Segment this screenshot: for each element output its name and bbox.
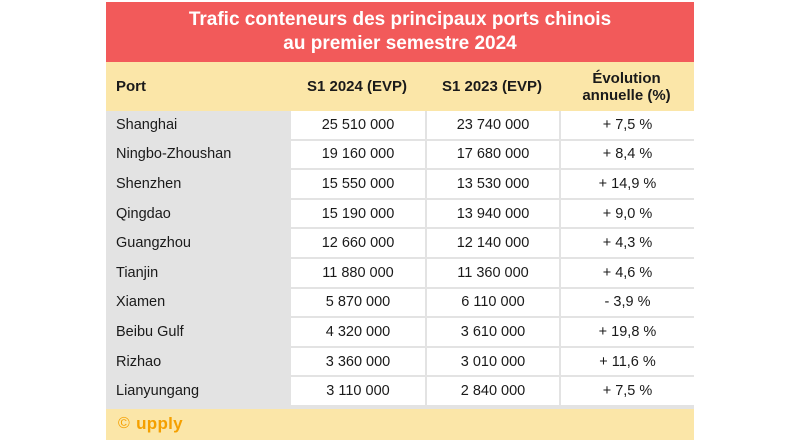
column-header-evolution: Évolution annuelle (%) xyxy=(559,62,694,111)
cell-evolution: + 19,8 % xyxy=(559,318,694,348)
cell-s1-2023: 3 010 000 xyxy=(425,347,559,378)
copyright-icon: © xyxy=(118,415,131,432)
upply-logo: © upply xyxy=(118,414,183,434)
cell-evolution: + 8,4 % xyxy=(559,140,694,171)
table-title: Trafic conteneurs des principaux ports c… xyxy=(106,2,694,62)
cell-evolution: + 4,3 % xyxy=(559,229,694,259)
cell-evolution: + 9,0 % xyxy=(559,199,694,230)
cell-port: Shenzhen xyxy=(106,170,289,200)
table-body: Shanghai 25 510 000 23 740 000 + 7,5 % N… xyxy=(106,111,694,407)
cell-s1-2023: 13 940 000 xyxy=(425,199,559,230)
cell-s1-2023: 6 110 000 xyxy=(425,288,559,319)
table-row: Ningbo-Zhoushan 19 160 000 17 680 000 + … xyxy=(106,140,694,171)
cell-evolution: + 7,5 % xyxy=(559,111,694,141)
table-row: Lianyungang 3 110 000 2 840 000 + 7,5 % xyxy=(106,377,694,407)
cell-s1-2023: 11 360 000 xyxy=(425,258,559,289)
cell-s1-2024: 3 360 000 xyxy=(289,347,425,378)
cell-port: Rizhao xyxy=(106,347,289,378)
table-title-line-2: au premier semestre 2024 xyxy=(283,33,517,54)
cell-evolution: + 11,6 % xyxy=(559,347,694,378)
cell-s1-2023: 23 740 000 xyxy=(425,111,559,141)
cell-s1-2024: 15 550 000 xyxy=(289,170,425,200)
column-header-s1-2023: S1 2023 (EVP) xyxy=(441,78,543,95)
table-footer: © upply xyxy=(106,409,694,440)
cell-s1-2023: 13 530 000 xyxy=(425,170,559,200)
cell-s1-2024: 4 320 000 xyxy=(289,318,425,348)
table-row: Xiamen 5 870 000 6 110 000 - 3,9 % xyxy=(106,288,694,319)
table-title-line-1: Trafic conteneurs des principaux ports c… xyxy=(188,9,612,30)
cell-port: Lianyungang xyxy=(106,377,289,407)
cell-s1-2023: 12 140 000 xyxy=(425,229,559,259)
cell-s1-2024: 25 510 000 xyxy=(289,111,425,141)
table-row: Beibu Gulf 4 320 000 3 610 000 + 19,8 % xyxy=(106,318,694,348)
cell-s1-2023: 3 610 000 xyxy=(425,318,559,348)
cell-s1-2023: 2 840 000 xyxy=(425,377,559,407)
cell-port: Beibu Gulf xyxy=(106,318,289,348)
table-row: Guangzhou 12 660 000 12 140 000 + 4,3 % xyxy=(106,229,694,259)
cell-port: Tianjin xyxy=(106,258,289,289)
table-row: Tianjin 11 880 000 11 360 000 + 4,6 % xyxy=(106,258,694,289)
column-header-evolution-line-2: annuelle (%) xyxy=(582,86,671,104)
table-row: Qingdao 15 190 000 13 940 000 + 9,0 % xyxy=(106,199,694,230)
table-row: Rizhao 3 360 000 3 010 000 + 11,6 % xyxy=(106,347,694,378)
cell-port: Xiamen xyxy=(106,288,289,319)
table-row: Shanghai 25 510 000 23 740 000 + 7,5 % xyxy=(106,111,694,141)
cell-s1-2024: 12 660 000 xyxy=(289,229,425,259)
cell-s1-2023: 17 680 000 xyxy=(425,140,559,171)
column-header-port: Port xyxy=(116,78,146,95)
table-row: Shenzhen 15 550 000 13 530 000 + 14,9 % xyxy=(106,170,694,200)
cell-s1-2024: 5 870 000 xyxy=(289,288,425,319)
table-card: Trafic conteneurs des principaux ports c… xyxy=(106,2,694,440)
column-header-s1-2024: S1 2024 (EVP) xyxy=(306,78,408,95)
cell-s1-2024: 11 880 000 xyxy=(289,258,425,289)
cell-port: Qingdao xyxy=(106,199,289,230)
cell-s1-2024: 3 110 000 xyxy=(289,377,425,407)
table-header-row: Port S1 2024 (EVP) S1 2023 (EVP) Évoluti… xyxy=(106,62,694,111)
cell-evolution: + 4,6 % xyxy=(559,258,694,289)
cell-evolution: + 14,9 % xyxy=(559,170,694,200)
cell-port: Shanghai xyxy=(106,111,289,141)
cell-s1-2024: 19 160 000 xyxy=(289,140,425,171)
cell-evolution: - 3,9 % xyxy=(559,288,694,319)
cell-port: Ningbo-Zhoushan xyxy=(106,140,289,171)
cell-s1-2024: 15 190 000 xyxy=(289,199,425,230)
cell-evolution: + 7,5 % xyxy=(559,377,694,407)
brand-name: upply xyxy=(136,414,183,433)
column-header-evolution-line-1: Évolution xyxy=(592,69,661,87)
cell-port: Guangzhou xyxy=(106,229,289,259)
